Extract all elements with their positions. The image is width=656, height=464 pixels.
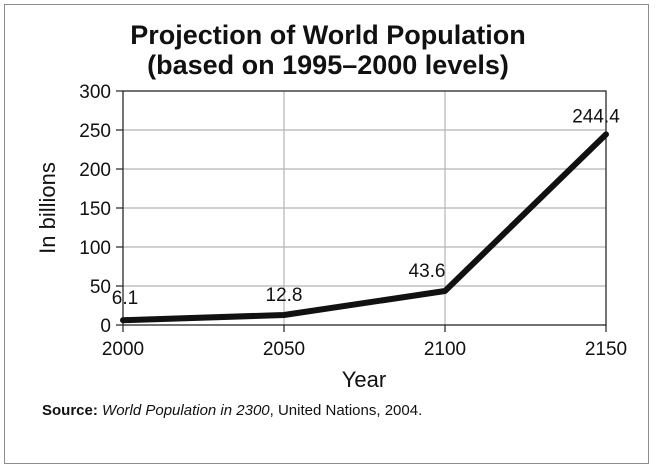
- y-tick-label: 100: [79, 238, 111, 259]
- source-rest: , United Nations, 2004.: [269, 402, 423, 419]
- chart-title: Projection of World Population: [130, 20, 526, 50]
- y-tick-label: 0: [100, 316, 111, 337]
- series-line: [120, 131, 609, 324]
- data-label: 244.4: [572, 106, 620, 127]
- x-axis-label: Year: [342, 367, 386, 392]
- y-ticks: 0 50 100 150 200 250 300: [79, 82, 123, 337]
- x-tick-label: 2050: [263, 339, 305, 360]
- y-tick-label: 150: [79, 199, 111, 220]
- y-tick-label: 250: [79, 121, 111, 142]
- line-chart: 0 50 100 150 200 250 300 2000 2050 2100 2150 6.1 1…: [35, 82, 627, 392]
- x-tick-label: 2100: [424, 339, 466, 360]
- data-label: 6.1: [112, 288, 138, 309]
- x-tick-label: 2000: [102, 339, 144, 360]
- x-ticks: 2000 2050 2100 2150: [102, 325, 627, 360]
- y-axis-label: In billions: [35, 162, 60, 254]
- source-title: World Population in 2300: [102, 402, 270, 419]
- chart-subtitle: (based on 1995–2000 levels): [147, 50, 509, 80]
- y-tick-label: 200: [79, 160, 111, 181]
- source-note: Source: World Population in 2300, United…: [42, 402, 422, 419]
- x-tick-label: 2150: [585, 339, 627, 360]
- y-tick-label: 50: [90, 277, 111, 298]
- data-label: 43.6: [409, 261, 446, 282]
- y-tick-label: 300: [79, 82, 111, 103]
- data-labels: 6.1 12.8 43.6 244.4: [112, 106, 620, 309]
- data-label: 12.8: [266, 285, 303, 306]
- source-prefix: Source:: [42, 402, 98, 419]
